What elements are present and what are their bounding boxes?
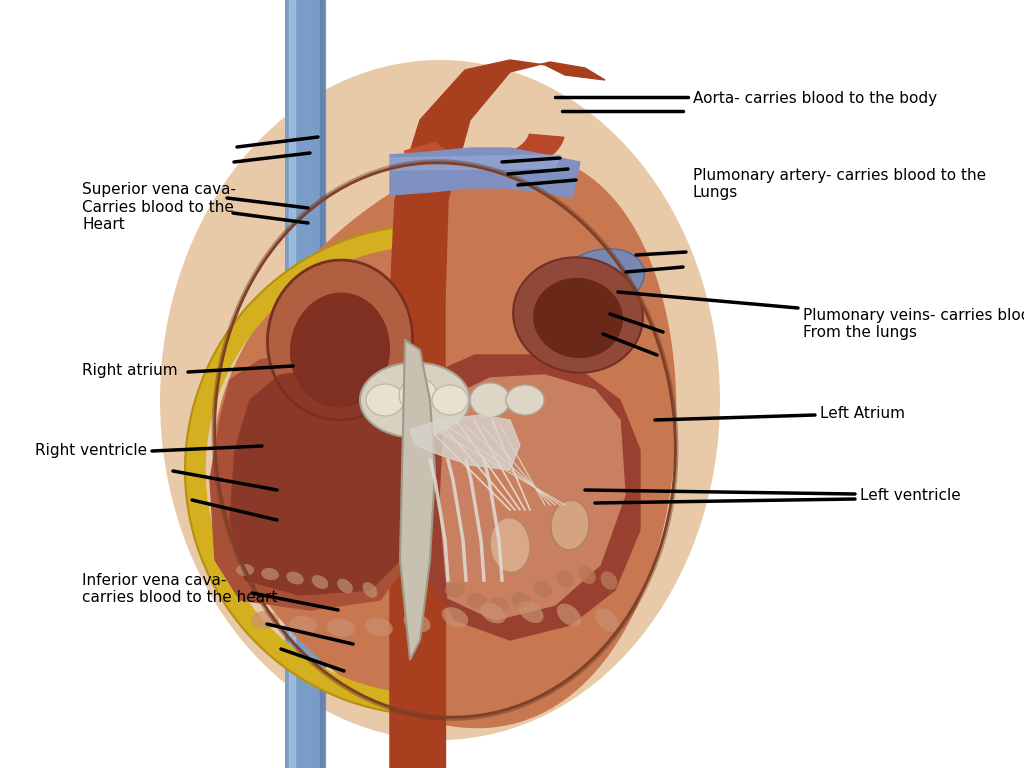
Text: Right atrium: Right atrium <box>82 362 177 378</box>
Ellipse shape <box>556 249 644 311</box>
Ellipse shape <box>518 601 544 623</box>
Polygon shape <box>425 355 640 640</box>
Ellipse shape <box>534 278 623 358</box>
Polygon shape <box>185 228 395 712</box>
Ellipse shape <box>432 385 468 415</box>
Polygon shape <box>390 148 580 198</box>
Text: Superior vena cava-
Carries blood to the
Heart: Superior vena cava- Carries blood to the… <box>82 182 236 232</box>
Ellipse shape <box>267 260 413 420</box>
Ellipse shape <box>534 581 552 598</box>
Ellipse shape <box>557 604 582 626</box>
Ellipse shape <box>399 378 437 412</box>
Polygon shape <box>390 60 605 768</box>
Ellipse shape <box>366 384 404 416</box>
Ellipse shape <box>506 385 544 415</box>
Ellipse shape <box>251 611 279 629</box>
Text: Aorta- carries blood to the body: Aorta- carries blood to the body <box>693 91 937 105</box>
Ellipse shape <box>489 598 509 613</box>
Ellipse shape <box>579 566 596 584</box>
Ellipse shape <box>601 571 617 590</box>
Ellipse shape <box>236 564 254 576</box>
Text: Plumonary veins- carries blood
From the lungs: Plumonary veins- carries blood From the … <box>803 308 1024 340</box>
Polygon shape <box>230 368 408 595</box>
Ellipse shape <box>445 582 465 598</box>
Ellipse shape <box>362 582 378 598</box>
Text: Plumonary artery- carries blood to the
Lungs: Plumonary artery- carries blood to the L… <box>693 168 986 200</box>
Polygon shape <box>404 134 564 177</box>
Ellipse shape <box>327 619 355 637</box>
Ellipse shape <box>289 616 317 634</box>
Ellipse shape <box>595 608 618 632</box>
Ellipse shape <box>541 312 620 368</box>
Ellipse shape <box>337 578 353 594</box>
Ellipse shape <box>290 293 390 408</box>
Polygon shape <box>210 350 415 610</box>
Ellipse shape <box>467 593 487 608</box>
Text: Right ventricle: Right ventricle <box>35 442 147 458</box>
Ellipse shape <box>261 568 279 580</box>
Text: Left Atrium: Left Atrium <box>820 406 905 421</box>
Ellipse shape <box>511 592 530 608</box>
Text: Inferior vena cava-
carries blood to the heart: Inferior vena cava- carries blood to the… <box>82 573 278 605</box>
Ellipse shape <box>489 518 530 572</box>
Ellipse shape <box>556 570 574 588</box>
Ellipse shape <box>311 575 329 589</box>
Polygon shape <box>400 340 435 660</box>
Polygon shape <box>404 143 492 177</box>
Polygon shape <box>214 152 676 727</box>
Ellipse shape <box>551 500 589 550</box>
Ellipse shape <box>470 383 510 417</box>
Ellipse shape <box>441 607 468 627</box>
Ellipse shape <box>403 613 430 632</box>
Ellipse shape <box>360 362 470 438</box>
Ellipse shape <box>160 60 720 740</box>
FancyBboxPatch shape <box>285 0 325 768</box>
Ellipse shape <box>287 571 304 584</box>
Text: Left ventricle: Left ventricle <box>860 488 961 504</box>
Polygon shape <box>410 415 520 470</box>
Polygon shape <box>390 155 560 170</box>
Ellipse shape <box>480 603 506 624</box>
Ellipse shape <box>366 617 393 637</box>
Ellipse shape <box>513 257 643 372</box>
Polygon shape <box>390 600 445 768</box>
Polygon shape <box>440 375 625 620</box>
